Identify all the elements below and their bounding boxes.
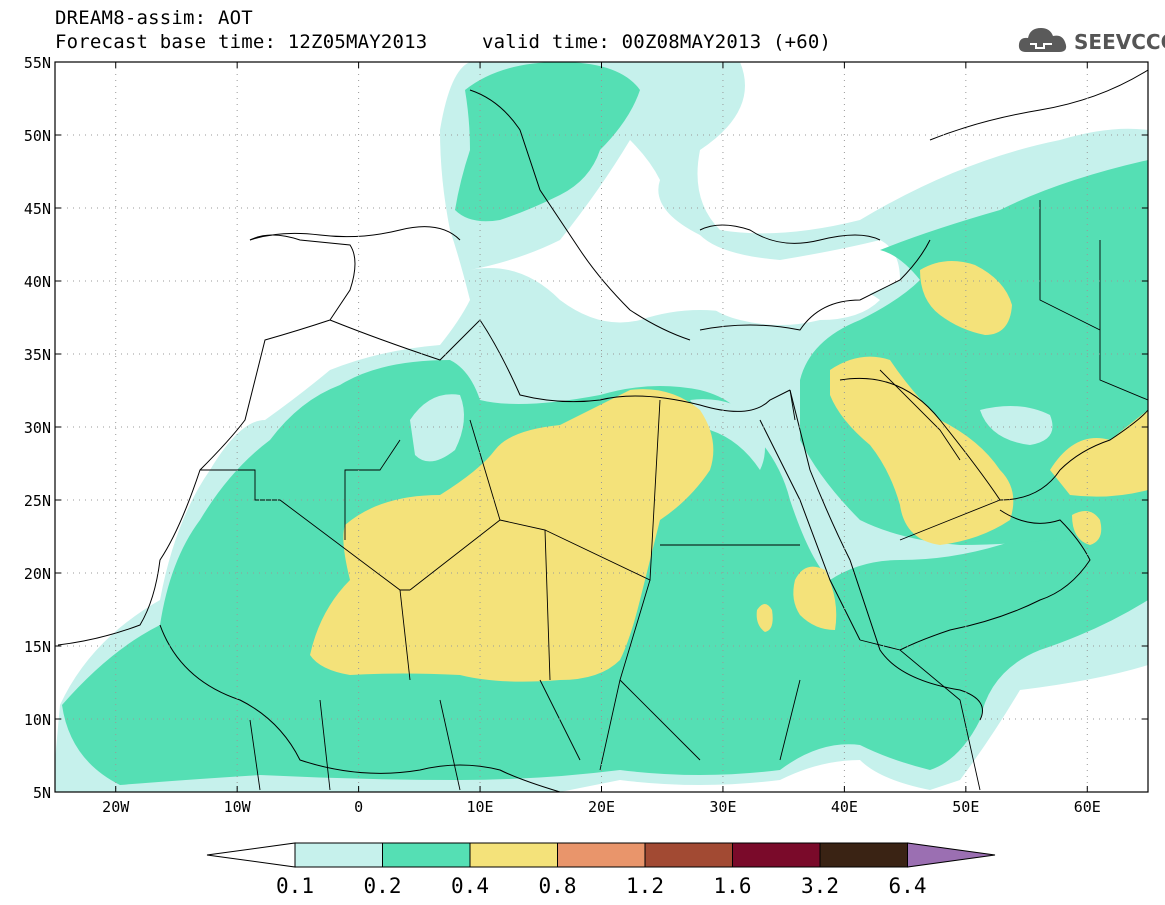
colorbar-level-label: 0.8: [539, 874, 577, 898]
latitude-labels: 55N 50N 45N 40N 35N 30N 25N 20N 15N 10N 5N: [24, 54, 51, 802]
lat-label: 30N: [24, 419, 51, 437]
country-borders: [200, 200, 1148, 791]
colorbar-segment: [557, 842, 646, 868]
colorbar-arrow-left: [206, 842, 296, 868]
aot-patch-light-sahara-west: [410, 394, 464, 462]
valid-time: valid time: 00Z08MAY2013 (+60): [482, 31, 832, 53]
aot-region-0.4-0.8-ethiopia: [793, 566, 837, 630]
lat-label: 5N: [33, 784, 51, 802]
colorbar-arrow-right: [907, 842, 996, 868]
colorbar-level-label: 1.6: [714, 874, 752, 898]
lat-label: 10N: [24, 711, 51, 729]
aot-field: [55, 62, 1148, 792]
colorbar: [206, 842, 996, 868]
chart-title-line1: DREAM8-assim: AOT: [55, 7, 253, 29]
colorbar-labels: 0.1 0.2 0.4 0.8 1.2 1.6 3.2 6.4: [276, 874, 926, 898]
lon-label: 0: [354, 798, 363, 816]
colorbar-segment: [644, 842, 733, 868]
cloud-icon: [1018, 28, 1067, 52]
aot-region-0.4-0.8-sahara: [310, 389, 714, 682]
lon-label: 20E: [588, 798, 615, 816]
aot-region-0.4-0.8-oman: [1072, 511, 1102, 545]
axis-ticks: [55, 61, 1148, 793]
forecast-base-time: Forecast base time: 12Z05MAY2013: [55, 31, 428, 53]
aot-patch-light-egypt: [690, 399, 765, 470]
lat-label: 55N: [24, 54, 51, 72]
colorbar-level-label: 1.2: [626, 874, 664, 898]
lat-label: 50N: [24, 127, 51, 145]
lon-label: 40E: [831, 798, 858, 816]
lat-label: 35N: [24, 346, 51, 364]
lon-label: 20W: [102, 798, 130, 816]
colorbar-level-label: 0.1: [276, 874, 314, 898]
aot-patch-light-iraq: [980, 406, 1053, 445]
lon-label: 10E: [467, 798, 494, 816]
longitude-labels: 20W 10W 0 10E 20E 30E 40E 50E 60E: [102, 798, 1101, 816]
lat-label: 45N: [24, 200, 51, 218]
aot-clear-area-turkey: [700, 276, 880, 325]
aot-region-0.4-0.8-iran: [1050, 410, 1148, 497]
aot-region-0.2-0.4-europe: [455, 62, 640, 222]
colorbar-level-label: 3.2: [801, 874, 839, 898]
seevccc-logo: SEEVCCC: [1016, 22, 1165, 58]
lon-label: 10W: [224, 798, 252, 816]
colorbar-segment: [732, 842, 821, 868]
lat-label: 20N: [24, 565, 51, 583]
colorbar-segment: [382, 842, 471, 868]
aot-region-0.4-0.8-arabia: [830, 356, 1014, 545]
coastlines: [57, 69, 1148, 792]
colorbar-level-label: 0.4: [451, 874, 489, 898]
lat-label: 40N: [24, 273, 51, 291]
colorbar-segment: [819, 842, 908, 868]
colorbar-level-label: 0.2: [364, 874, 402, 898]
aot-region-0.4-0.8-caspian: [920, 261, 1012, 335]
lat-label: 25N: [24, 492, 51, 510]
lat-label: 15N: [24, 638, 51, 656]
aot-region-0.4-0.8-small: [756, 604, 773, 632]
lon-label: 50E: [952, 798, 979, 816]
colorbar-segment: [469, 842, 558, 868]
lat-lon-grid: [55, 62, 1148, 792]
logo-text: SEEVCCC: [1074, 30, 1165, 54]
lon-label: 30E: [709, 798, 736, 816]
lon-label: 60E: [1074, 798, 1101, 816]
colorbar-level-label: 6.4: [889, 874, 927, 898]
colorbar-segment: [294, 842, 383, 868]
